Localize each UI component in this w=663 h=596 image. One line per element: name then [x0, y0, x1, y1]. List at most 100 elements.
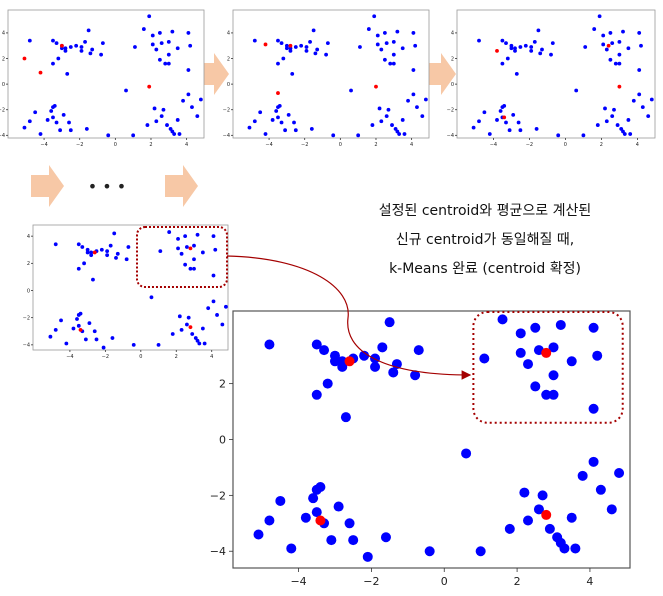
- data-point: [566, 512, 577, 523]
- data-point: [51, 115, 55, 120]
- data-point: [649, 97, 654, 102]
- data-point: [274, 109, 279, 113]
- data-point: [27, 38, 32, 43]
- data-point: [549, 52, 553, 57]
- data-point: [637, 68, 642, 72]
- data-point: [595, 123, 600, 127]
- data-point: [276, 105, 280, 110]
- data-point: [556, 133, 561, 138]
- x-tick-label: 0: [114, 142, 117, 148]
- data-point: [311, 484, 322, 495]
- data-point: [344, 518, 355, 529]
- data-point: [59, 318, 63, 323]
- data-point: [49, 109, 54, 113]
- data-point: [99, 52, 103, 57]
- data-point: [176, 236, 180, 241]
- data-point: [53, 242, 58, 247]
- data-point: [348, 535, 359, 546]
- centroid-point: [92, 250, 97, 255]
- y-tick-label: −2: [223, 108, 230, 114]
- data-point: [507, 128, 512, 133]
- data-point: [379, 47, 384, 52]
- data-point: [639, 43, 643, 48]
- data-point: [67, 120, 71, 125]
- data-point: [179, 251, 184, 256]
- data-point: [621, 29, 625, 34]
- data-point: [45, 118, 50, 122]
- data-point: [51, 61, 55, 66]
- data-point: [276, 61, 280, 66]
- x-tick-label: 0: [441, 575, 448, 588]
- centroid-point: [617, 84, 622, 89]
- data-point: [124, 257, 129, 262]
- data-point: [608, 57, 613, 62]
- data-point: [411, 68, 416, 72]
- data-point: [304, 45, 309, 49]
- data-point: [279, 41, 284, 46]
- data-point: [71, 326, 76, 331]
- data-point: [604, 119, 609, 124]
- data-point: [637, 31, 642, 35]
- plot-frame: [456, 9, 656, 139]
- data-point: [420, 114, 425, 119]
- data-point: [482, 110, 487, 115]
- data-point: [384, 317, 395, 328]
- data-point: [286, 112, 291, 117]
- data-point: [276, 115, 280, 120]
- zoom-connector-arrow: [226, 255, 472, 380]
- data-point: [487, 132, 492, 136]
- data-point: [612, 107, 616, 112]
- data-point: [397, 132, 402, 136]
- x-tick-label: −2: [526, 142, 533, 148]
- data-point: [601, 33, 606, 38]
- data-point: [195, 114, 200, 119]
- data-point: [126, 245, 131, 249]
- data-point: [631, 98, 636, 103]
- data-point: [372, 14, 377, 19]
- x-tick-label: 0: [339, 142, 342, 148]
- data-point: [185, 322, 189, 327]
- data-point: [514, 71, 519, 76]
- y-tick-label: −2: [210, 489, 226, 502]
- data-point: [411, 31, 416, 35]
- data-point: [76, 313, 81, 317]
- data-point: [299, 43, 304, 48]
- data-point: [377, 106, 382, 111]
- data-point: [145, 123, 150, 127]
- data-point: [190, 332, 195, 336]
- x-tick-label: 4: [210, 354, 213, 360]
- data-point: [626, 46, 631, 51]
- data-point: [515, 328, 526, 339]
- data-point: [523, 43, 528, 48]
- data-point: [76, 266, 81, 271]
- data-point: [53, 328, 58, 332]
- data-point: [402, 132, 407, 136]
- data-point: [617, 52, 622, 57]
- data-point: [475, 546, 486, 557]
- data-point: [270, 118, 275, 122]
- data-point: [165, 123, 169, 127]
- y-tick-label: −4: [447, 133, 454, 139]
- data-point: [388, 61, 393, 66]
- y-tick-label: −4: [210, 545, 226, 558]
- data-point: [33, 110, 38, 115]
- data-point: [176, 246, 180, 251]
- y-tick-label: 0: [219, 434, 226, 447]
- data-point: [544, 523, 555, 534]
- data-point: [349, 88, 353, 93]
- data-point: [74, 43, 79, 48]
- y-tick-label: 2: [451, 56, 454, 62]
- highlight-box-small: [136, 226, 228, 288]
- data-point: [288, 48, 293, 53]
- data-point: [311, 507, 322, 518]
- data-point: [479, 353, 490, 364]
- data-point: [406, 98, 410, 103]
- data-point: [537, 490, 548, 501]
- data-point: [566, 356, 577, 367]
- plot-frame: [232, 310, 631, 569]
- data-point: [597, 14, 602, 19]
- data-point: [382, 57, 387, 62]
- data-point: [366, 27, 371, 31]
- x-tick-label: 4: [636, 142, 639, 148]
- data-point: [495, 118, 499, 122]
